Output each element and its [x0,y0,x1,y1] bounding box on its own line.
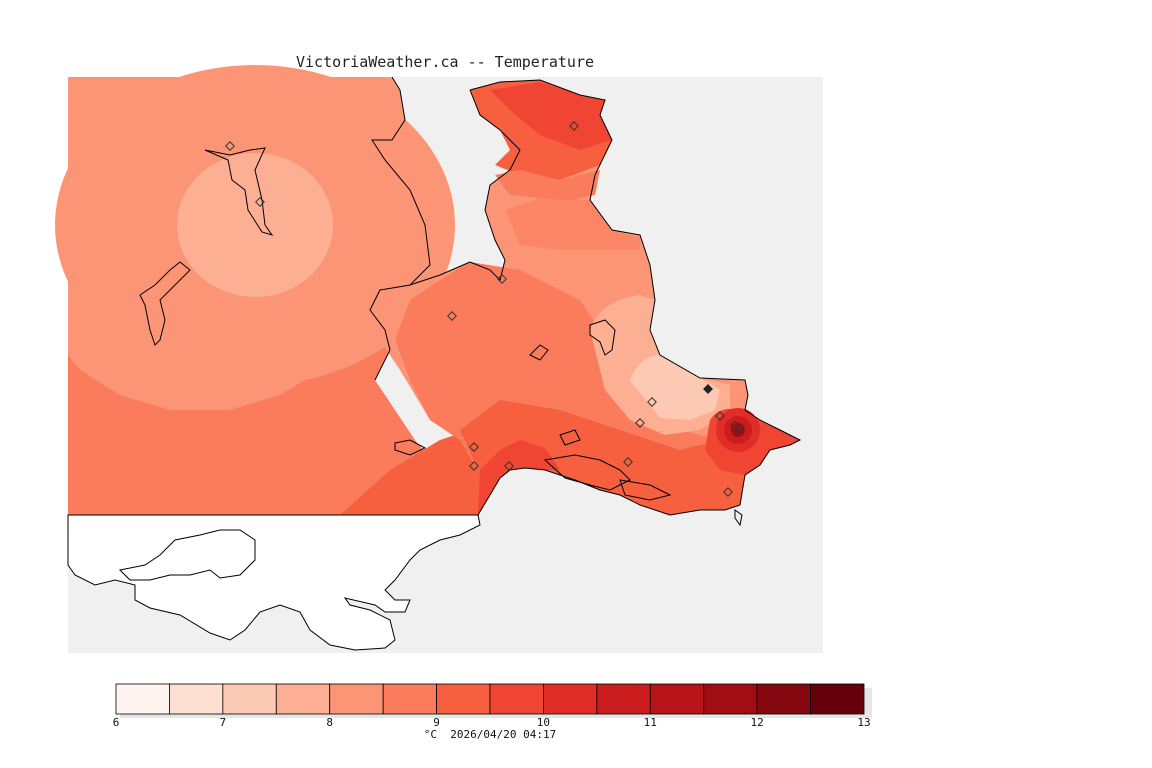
legend-swatch [329,683,384,715]
station-marker[interactable] [504,461,514,471]
coastline [139,76,802,527]
temperature-field-west [55,65,478,515]
unit-label: °C [423,728,438,741]
temperature-field-east [380,80,800,515]
legend-tick-label: 13 [857,716,870,729]
legend-swatch [596,683,651,715]
map-title: VictoriaWeather.ca -- Temperature [295,53,594,71]
legend-swatch [703,683,758,715]
station-marker[interactable] [703,384,713,394]
legend-ticks: 6 7 8 9 10 11 12 13 [113,716,871,729]
station-marker[interactable] [647,397,657,407]
legend-swatch [543,683,598,715]
legend-swatch [436,683,491,715]
legend-swatch [169,683,224,715]
legend-color-bar [115,683,872,718]
legend-tick-label: 6 [113,716,120,729]
legend-tick-label: 7 [220,716,227,729]
legend-swatch [649,683,705,715]
legend-tick-label: 10 [537,716,550,729]
legend-swatch [756,683,811,715]
station-markers [225,121,745,497]
station-marker[interactable] [723,487,733,497]
legend-swatch [382,683,437,715]
station-marker[interactable] [635,418,645,428]
station-marker[interactable] [735,424,745,434]
legend-tick-label: 8 [326,716,333,729]
timestamp: 2026/04/20 04:17 [450,728,557,741]
legend-swatch [222,683,277,715]
station-marker[interactable] [715,411,725,421]
station-marker[interactable] [225,141,235,151]
legend-swatch [489,683,544,715]
station-marker[interactable] [255,197,265,207]
station-marker[interactable] [469,461,479,471]
legend-swatch [275,683,331,715]
legend-swatch [115,683,170,715]
station-marker[interactable] [469,442,479,452]
station-marker[interactable] [447,311,457,321]
legend-tick-label: 11 [644,716,657,729]
station-marker[interactable] [623,457,633,467]
legend-swatch [810,683,865,715]
legend-tick-label: 9 [433,716,440,729]
island-outline [118,529,256,581]
legend-tick-label: 12 [751,716,764,729]
legend-caption: °C 2026/04/20 04:17 [0,728,980,741]
station-marker[interactable] [497,274,507,284]
station-marker[interactable] [569,121,579,131]
